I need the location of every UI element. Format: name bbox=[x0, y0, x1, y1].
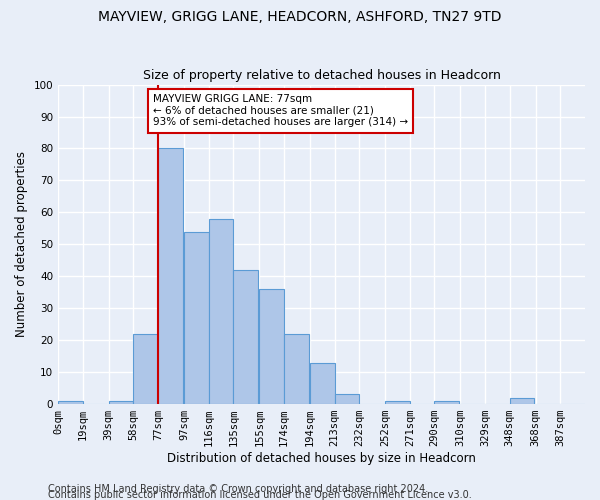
Bar bbox=[335, 394, 359, 404]
Bar bbox=[259, 289, 284, 404]
Bar bbox=[310, 362, 335, 404]
Bar bbox=[158, 148, 182, 404]
Bar bbox=[233, 270, 258, 404]
Bar bbox=[133, 334, 158, 404]
Bar bbox=[385, 401, 410, 404]
Bar bbox=[284, 334, 308, 404]
X-axis label: Distribution of detached houses by size in Headcorn: Distribution of detached houses by size … bbox=[167, 452, 476, 465]
Bar bbox=[109, 401, 133, 404]
Bar bbox=[209, 219, 233, 404]
Y-axis label: Number of detached properties: Number of detached properties bbox=[15, 152, 28, 338]
Bar bbox=[434, 401, 459, 404]
Text: MAYVIEW GRIGG LANE: 77sqm
← 6% of detached houses are smaller (21)
93% of semi-d: MAYVIEW GRIGG LANE: 77sqm ← 6% of detach… bbox=[153, 94, 408, 128]
Bar bbox=[184, 232, 209, 404]
Text: MAYVIEW, GRIGG LANE, HEADCORN, ASHFORD, TN27 9TD: MAYVIEW, GRIGG LANE, HEADCORN, ASHFORD, … bbox=[98, 10, 502, 24]
Bar bbox=[510, 398, 535, 404]
Text: Contains public sector information licensed under the Open Government Licence v3: Contains public sector information licen… bbox=[48, 490, 472, 500]
Text: Contains HM Land Registry data © Crown copyright and database right 2024.: Contains HM Land Registry data © Crown c… bbox=[48, 484, 428, 494]
Bar bbox=[58, 401, 83, 404]
Title: Size of property relative to detached houses in Headcorn: Size of property relative to detached ho… bbox=[143, 69, 500, 82]
